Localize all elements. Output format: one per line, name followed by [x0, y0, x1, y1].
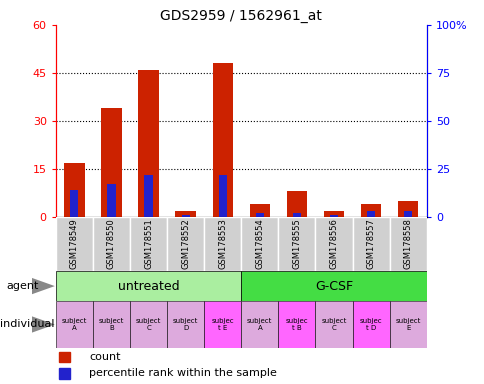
Bar	[181, 215, 189, 217]
Text: subject
C: subject C	[136, 318, 161, 331]
Bar	[56, 301, 93, 348]
Bar	[130, 301, 166, 348]
Bar	[212, 63, 232, 217]
Text: count: count	[89, 352, 121, 362]
Bar	[352, 217, 389, 271]
Bar	[286, 191, 306, 217]
Bar	[315, 301, 352, 348]
Text: GSM178550: GSM178550	[106, 218, 116, 269]
Bar	[397, 201, 418, 217]
Bar	[60, 352, 69, 362]
Bar	[241, 217, 278, 271]
Bar	[130, 217, 166, 271]
Text: subject
A: subject A	[61, 318, 87, 331]
Text: agent: agent	[6, 281, 39, 291]
Bar	[389, 301, 426, 348]
Text: GSM178552: GSM178552	[181, 218, 190, 269]
Text: percentile rank within the sample: percentile rank within the sample	[89, 368, 276, 379]
Bar	[204, 217, 241, 271]
Text: subjec
t B: subjec t B	[285, 318, 308, 331]
Bar	[366, 211, 375, 217]
Text: subjec
t E: subjec t E	[211, 318, 234, 331]
Bar	[323, 210, 344, 217]
Text: subject
D: subject D	[173, 318, 198, 331]
Bar	[278, 301, 315, 348]
Bar	[278, 217, 315, 271]
Bar	[101, 108, 121, 217]
Text: GSM178555: GSM178555	[292, 218, 301, 269]
Bar	[241, 301, 278, 348]
Text: untreated: untreated	[118, 280, 179, 293]
Text: individual: individual	[0, 319, 55, 329]
Text: GSM178556: GSM178556	[329, 218, 338, 269]
Text: subjec
t D: subjec t D	[359, 318, 382, 331]
Polygon shape	[31, 278, 55, 295]
Bar	[144, 175, 152, 217]
Polygon shape	[31, 316, 55, 333]
Bar	[56, 217, 93, 271]
Bar	[352, 301, 389, 348]
Text: subject
A: subject A	[247, 318, 272, 331]
Bar	[166, 217, 204, 271]
Bar	[175, 210, 196, 217]
Bar	[204, 301, 241, 348]
Bar	[70, 190, 78, 217]
Bar	[107, 184, 115, 217]
Bar	[138, 70, 158, 217]
Bar	[255, 213, 263, 217]
Text: GSM178553: GSM178553	[218, 218, 227, 269]
Text: subject
C: subject C	[321, 318, 346, 331]
Bar	[64, 162, 84, 217]
Title: GDS2959 / 1562961_at: GDS2959 / 1562961_at	[160, 8, 321, 23]
Bar	[218, 175, 227, 217]
Bar	[389, 217, 426, 271]
Bar	[315, 217, 352, 271]
Bar	[360, 204, 380, 217]
Bar	[60, 368, 69, 379]
Text: GSM178549: GSM178549	[70, 218, 79, 269]
Bar	[403, 211, 411, 217]
Bar	[56, 271, 241, 301]
Bar	[292, 213, 301, 217]
Text: subject
B: subject B	[99, 318, 124, 331]
Text: GSM178557: GSM178557	[366, 218, 375, 269]
Text: GSM178558: GSM178558	[403, 218, 412, 269]
Text: GSM178551: GSM178551	[144, 218, 153, 269]
Text: G-CSF: G-CSF	[314, 280, 352, 293]
Bar	[166, 301, 204, 348]
Bar	[329, 215, 337, 217]
Bar	[249, 204, 270, 217]
Bar	[93, 301, 130, 348]
Text: subject
E: subject E	[395, 318, 420, 331]
Bar	[93, 217, 130, 271]
Bar	[241, 271, 426, 301]
Text: GSM178554: GSM178554	[255, 218, 264, 269]
